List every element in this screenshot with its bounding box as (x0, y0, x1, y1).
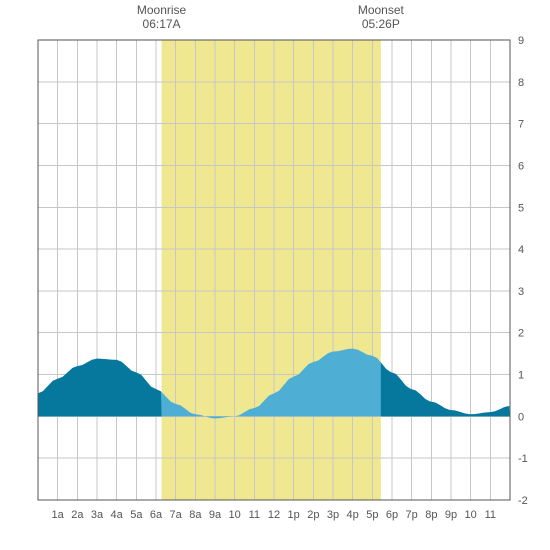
moonset-value: 05:26P (362, 17, 400, 31)
x-tick-label: 2p (307, 509, 319, 521)
y-tick-label: 0 (518, 411, 524, 423)
x-tick-label: 9p (445, 509, 457, 521)
x-tick-label: 8a (189, 509, 202, 521)
moonrise-title: Moonrise (137, 3, 187, 17)
x-tick-label: 1a (52, 509, 65, 521)
moonset-title: Moonset (358, 3, 405, 17)
y-tick-label: 1 (518, 370, 524, 382)
tide-moon-chart: 1a2a3a4a5a6a7a8a9a1011121p2p3p4p5p6p7p8p… (0, 0, 550, 550)
x-tick-label: 11 (485, 509, 496, 521)
x-tick-label: 10 (229, 509, 241, 521)
x-tick-label: 4p (347, 509, 359, 521)
y-tick-label: 9 (518, 35, 524, 47)
x-tick-label: 7p (406, 509, 418, 521)
x-tick-label: 5p (366, 509, 378, 521)
moon-visible-band (162, 40, 381, 500)
x-tick-label: 7a (170, 509, 183, 521)
y-tick-label: -2 (518, 495, 528, 507)
x-tick-label: 11 (249, 509, 260, 521)
x-axis-labels: 1a 2a 3a 4a 5a 6a 7a 8a 9a 10 11 12 1p 2p 3p 4p 5p 6p 7p 8p… (52, 509, 497, 521)
annotation-moonset: Moonset 05:26P (358, 3, 405, 31)
y-tick-label: -1 (518, 453, 528, 465)
y-tick-label: 5 (518, 202, 524, 214)
x-tick-label: 9a (209, 509, 222, 521)
y-tick-label: 7 (518, 119, 524, 131)
x-tick-label: 10 (465, 509, 477, 521)
y-tick-label: 2 (518, 328, 524, 340)
y-tick-label: 6 (518, 160, 524, 172)
plot-area (38, 40, 510, 500)
chart-svg: 1a2a3a4a5a6a7a8a9a1011121p2p3p4p5p6p7p8p… (0, 0, 550, 550)
y-tick-label: 4 (518, 244, 524, 256)
moonrise-value: 06:17A (143, 17, 181, 31)
x-tick-label: 1p (288, 509, 300, 521)
annotation-moonrise: Moonrise 06:17A (137, 3, 187, 31)
x-tick-label: 2a (71, 509, 84, 521)
y-tick-label: 3 (518, 286, 524, 298)
x-tick-label: 8p (425, 509, 437, 521)
x-tick-label: 4a (111, 509, 124, 521)
x-tick-label: 3p (327, 509, 339, 521)
x-tick-label: 12 (268, 509, 280, 521)
x-tick-label: 3a (91, 509, 104, 521)
x-tick-label: 6a (150, 509, 163, 521)
x-tick-label: 5a (130, 509, 143, 521)
y-tick-label: 8 (518, 77, 524, 89)
x-tick-label: 6p (386, 509, 398, 521)
